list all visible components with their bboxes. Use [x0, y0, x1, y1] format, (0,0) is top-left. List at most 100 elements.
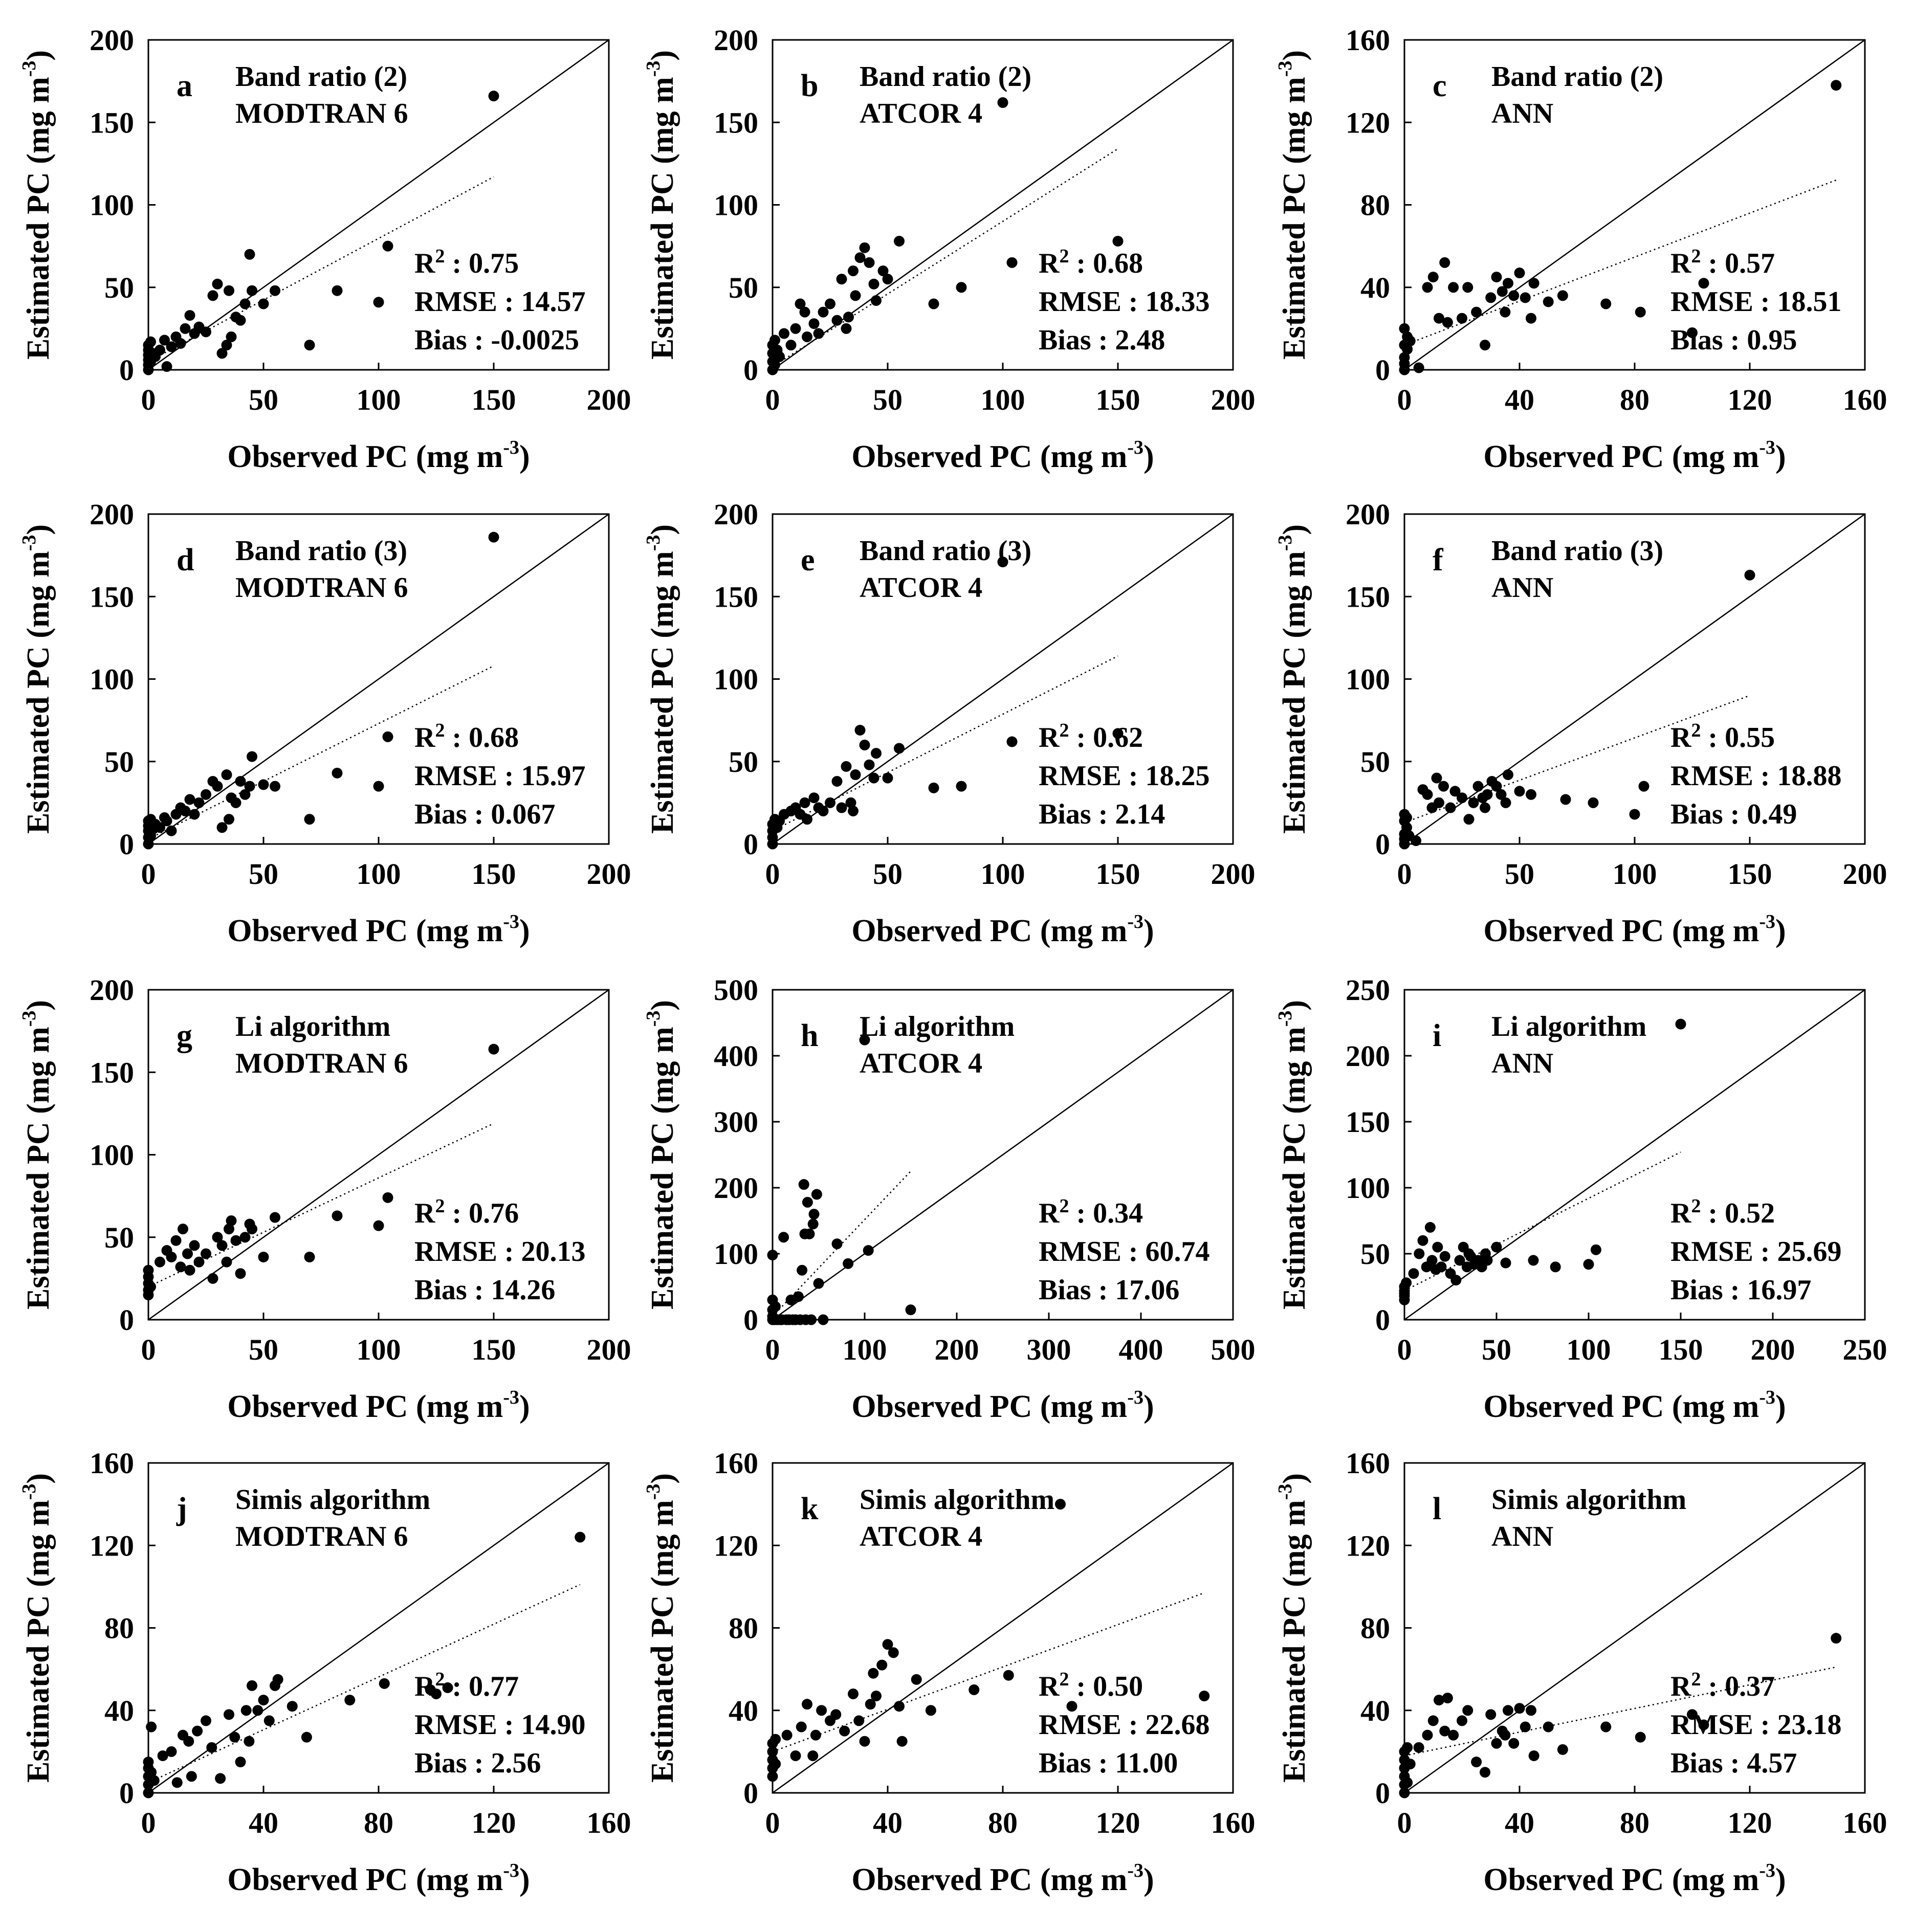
y-tick-label: 100 — [1346, 1171, 1390, 1205]
x-axis-unit-exponent: -3 — [503, 437, 519, 458]
rmse-label: RMSE : 22.68 — [1039, 1709, 1209, 1741]
data-point — [1831, 80, 1842, 91]
panel-method-label: Simis algorithm — [235, 1484, 430, 1516]
data-point — [304, 814, 315, 825]
data-point — [155, 822, 165, 833]
data-point — [148, 1775, 160, 1786]
y-axis-title: Estimated PC (mg m-3) — [1274, 1473, 1312, 1783]
data-point — [802, 1196, 813, 1208]
y-axis-title-text: Estimated PC (mg m — [1277, 1500, 1312, 1783]
data-point — [1560, 794, 1571, 805]
data-point — [839, 1725, 850, 1737]
y-tick-label: 160 — [1346, 1447, 1390, 1480]
r-squared-label: R2 : 0.50 — [1039, 1669, 1143, 1702]
panel-source-label: ANN — [1491, 572, 1553, 604]
data-point — [1431, 772, 1442, 784]
x-tick-label: 80 — [364, 1806, 393, 1839]
x-tick-label: 80 — [988, 1806, 1018, 1839]
data-point — [1408, 1268, 1419, 1279]
regression-fit-line — [772, 1592, 1205, 1752]
x-axis-unit-close: ) — [519, 1862, 530, 1897]
data-point — [216, 348, 228, 359]
y-axis-unit-close: ) — [1277, 524, 1312, 535]
data-point — [1508, 1738, 1520, 1749]
data-point — [767, 1746, 778, 1757]
data-point — [183, 1736, 194, 1747]
data-point — [790, 1750, 801, 1761]
r2-symbol: R — [414, 1671, 435, 1702]
data-point — [818, 306, 829, 318]
x-tick-label: 200 — [587, 857, 631, 891]
x-axis-title: Observed PC (mg m-3) — [227, 1387, 530, 1424]
regression-fit-line — [148, 1584, 581, 1783]
bias-label: Bias : 11.00 — [1039, 1747, 1178, 1779]
data-point — [221, 340, 232, 351]
data-point — [1199, 1691, 1210, 1702]
data-point — [1462, 1705, 1473, 1716]
x-tick-label: 150 — [1659, 1333, 1703, 1366]
data-point — [1638, 781, 1649, 792]
rmse-label: RMSE : 25.69 — [1670, 1236, 1841, 1268]
data-point — [808, 792, 820, 804]
panel-source-label: ATCOR 4 — [860, 1521, 982, 1552]
data-point — [1413, 362, 1424, 373]
data-point — [235, 315, 246, 326]
data-point — [888, 1647, 899, 1658]
data-point — [1006, 736, 1018, 747]
data-point — [831, 315, 843, 326]
panel-source-label: ANN — [1491, 98, 1553, 129]
data-point — [1426, 1255, 1438, 1266]
bias-label: Bias : 2.14 — [1039, 798, 1165, 830]
y-tick-label: 200 — [1346, 1039, 1390, 1073]
data-point — [1404, 1759, 1416, 1770]
y-tick-label: 150 — [714, 106, 758, 139]
data-point — [258, 1695, 269, 1706]
data-point — [1744, 569, 1755, 581]
data-point — [193, 1256, 205, 1268]
data-point — [843, 312, 854, 323]
r-squared-label: R2 : 0.62 — [1039, 720, 1143, 753]
data-point — [769, 359, 780, 370]
x-tick-label: 500 — [1211, 1333, 1256, 1366]
data-point — [806, 1314, 817, 1325]
regression-fit-line — [1404, 1151, 1681, 1292]
data-point — [175, 1261, 186, 1273]
y-tick-label: 0 — [119, 353, 134, 387]
panel-source-label: ATCOR 4 — [860, 572, 982, 604]
x-axis-title: Observed PC (mg m-3) — [1483, 437, 1786, 474]
data-point — [1508, 290, 1520, 301]
y-tick-label: 0 — [1375, 1303, 1390, 1337]
data-point — [1414, 1248, 1425, 1259]
data-point — [813, 1278, 824, 1289]
r2-symbol: R — [1039, 1197, 1060, 1229]
data-point — [799, 797, 810, 808]
x-tick-label: 50 — [249, 383, 278, 416]
x-tick-label: 50 — [873, 857, 903, 891]
y-axis-unit-close: ) — [21, 1000, 56, 1011]
data-point — [166, 1251, 177, 1262]
y-axis-unit-exponent: -3 — [18, 61, 40, 77]
data-point — [1439, 1251, 1450, 1262]
r-squared-label: R2 : 0.57 — [1670, 246, 1775, 279]
y-axis-unit-close: ) — [1277, 1000, 1312, 1011]
data-point — [807, 1750, 819, 1761]
data-point — [1687, 1709, 1698, 1720]
rmse-label: RMSE : 15.97 — [414, 760, 585, 792]
data-point — [1439, 1725, 1450, 1737]
y-tick-label: 0 — [1375, 1776, 1390, 1810]
panel-method-label: Band ratio (2) — [860, 61, 1031, 93]
data-point — [1055, 1499, 1066, 1510]
data-point — [859, 1736, 870, 1747]
y-tick-label: 200 — [714, 1171, 758, 1205]
data-point — [825, 797, 835, 808]
rmse-label: RMSE : 18.25 — [1039, 760, 1209, 792]
data-point — [216, 1240, 228, 1251]
one-to-one-line — [772, 513, 1234, 845]
x-axis-unit-close: ) — [1775, 439, 1786, 474]
x-axis-unit-exponent: -3 — [503, 1860, 519, 1881]
x-tick-label: 160 — [1211, 1806, 1256, 1839]
bias-label: Bias : 14.26 — [414, 1274, 555, 1306]
y-tick-label: 500 — [714, 973, 758, 1007]
data-point — [795, 298, 806, 309]
data-point — [1399, 352, 1410, 363]
